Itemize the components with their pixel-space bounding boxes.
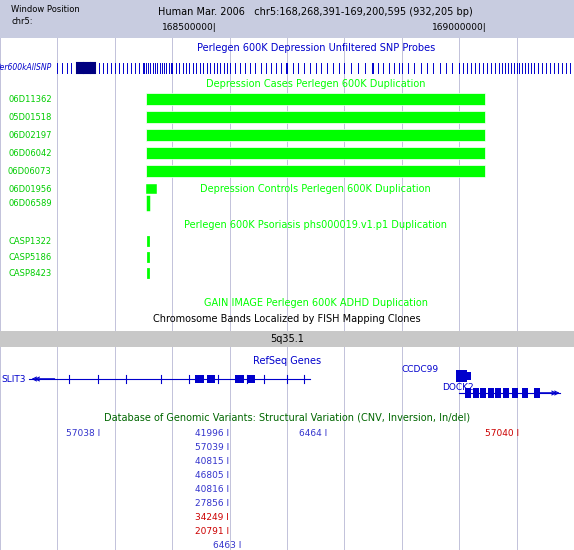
Text: 169000000|: 169000000| — [432, 24, 487, 32]
Text: 06D06073: 06D06073 — [8, 167, 52, 175]
Text: Database of Genomic Variants: Structural Variation (CNV, Inversion, In/del): Database of Genomic Variants: Structural… — [104, 412, 470, 422]
Text: Perlegen 600K Depression Unfiltered SNP Probes: Perlegen 600K Depression Unfiltered SNP … — [196, 43, 435, 53]
Text: 6464 I: 6464 I — [298, 428, 327, 437]
Bar — [456, 370, 467, 382]
Text: 06D11362: 06D11362 — [8, 95, 52, 103]
Text: GAIN IMAGE Perlegen 600K ADHD Duplication: GAIN IMAGE Perlegen 600K ADHD Duplicatio… — [204, 298, 428, 308]
Bar — [195, 375, 204, 383]
Text: 05D01518: 05D01518 — [8, 113, 52, 122]
Text: Depression Controls Perlegen 600K Duplication: Depression Controls Perlegen 600K Duplic… — [200, 184, 431, 194]
Bar — [488, 388, 494, 398]
Text: Window Position: Window Position — [11, 6, 80, 14]
Text: Perlegen 600K Psoriasis phs000019.v1.p1 Duplication: Perlegen 600K Psoriasis phs000019.v1.p1 … — [184, 220, 447, 230]
Text: 06D06589: 06D06589 — [8, 199, 52, 207]
Text: 40816 I: 40816 I — [195, 485, 230, 493]
Bar — [522, 388, 528, 398]
Text: 57040 I: 57040 I — [485, 428, 519, 437]
Bar — [247, 375, 255, 383]
Bar — [207, 375, 215, 383]
Bar — [495, 388, 501, 398]
Text: DOCK2: DOCK2 — [442, 382, 474, 392]
Text: CCDC99: CCDC99 — [402, 365, 439, 373]
Text: Human Mar. 2006   chr5:168,268,391-169,200,595 (932,205 bp): Human Mar. 2006 chr5:168,268,391-169,200… — [158, 7, 473, 17]
Text: 46805 I: 46805 I — [195, 470, 230, 480]
Text: 168500000|: 168500000| — [162, 24, 217, 32]
Text: CASP8423: CASP8423 — [9, 268, 52, 278]
Text: Chromosome Bands Localized by FISH Mapping Clones: Chromosome Bands Localized by FISH Mappi… — [153, 314, 421, 324]
Text: 20791 I: 20791 I — [195, 526, 230, 536]
Text: CASP5186: CASP5186 — [9, 252, 52, 261]
Bar — [146, 93, 485, 105]
Bar — [480, 388, 486, 398]
Text: chr5:: chr5: — [11, 18, 33, 26]
Bar — [146, 165, 485, 177]
Bar — [0, 331, 574, 347]
Bar — [473, 388, 479, 398]
Text: 57039 I: 57039 I — [195, 443, 230, 452]
Text: 57038 I: 57038 I — [66, 428, 100, 437]
Bar — [146, 129, 485, 141]
Bar — [0, 0, 574, 38]
Bar — [146, 111, 485, 123]
Text: 06D06042: 06D06042 — [8, 148, 52, 157]
Bar — [146, 147, 485, 159]
Text: 06D02197: 06D02197 — [8, 130, 52, 140]
Bar — [465, 388, 471, 398]
Text: SLIT3: SLIT3 — [1, 375, 26, 383]
Text: 06D01956: 06D01956 — [8, 184, 52, 194]
Bar — [503, 388, 509, 398]
Text: 34249 I: 34249 I — [195, 513, 230, 521]
Text: Depression Cases Perlegen 600K Duplication: Depression Cases Perlegen 600K Duplicati… — [206, 79, 425, 89]
Bar — [534, 388, 540, 398]
Bar — [467, 372, 471, 380]
Text: 5q35.1: 5q35.1 — [270, 334, 304, 344]
Bar — [146, 184, 157, 194]
Text: 27856 I: 27856 I — [195, 498, 230, 508]
Text: CASP1322: CASP1322 — [9, 236, 52, 245]
Text: Per600kAllSNP: Per600kAllSNP — [0, 63, 52, 73]
Text: RefSeq Genes: RefSeq Genes — [253, 356, 321, 366]
Text: 41996 I: 41996 I — [195, 428, 230, 437]
Text: 6463 I: 6463 I — [212, 541, 241, 549]
Bar — [235, 375, 244, 383]
Text: 40815 I: 40815 I — [195, 456, 230, 465]
Bar — [512, 388, 518, 398]
